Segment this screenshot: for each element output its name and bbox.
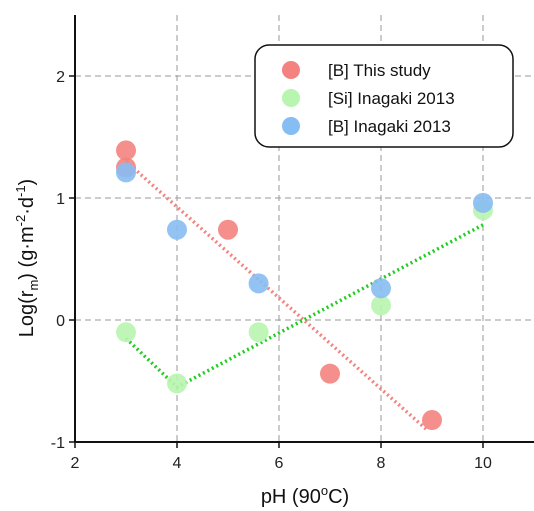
y-tick-label: 0 bbox=[56, 313, 65, 330]
legend-marker-si-inagaki bbox=[282, 89, 300, 107]
data-point-series-1 bbox=[116, 322, 136, 343]
y-tick-label: 2 bbox=[56, 69, 65, 86]
tick-labels: 2 4 6 8 10 -1 0 1 2 bbox=[51, 69, 492, 472]
trendline-series-0 bbox=[124, 160, 429, 432]
y-tick-label: 1 bbox=[56, 191, 65, 208]
data-point-series-0 bbox=[320, 363, 340, 384]
legend-label-b-inagaki: [B] Inagaki 2013 bbox=[328, 117, 451, 136]
x-tick-label: 2 bbox=[71, 455, 80, 472]
data-points bbox=[116, 140, 493, 431]
x-tick-label: 6 bbox=[275, 455, 284, 472]
data-point-series-0 bbox=[422, 410, 442, 431]
data-point-series-1 bbox=[248, 322, 269, 343]
x-tick-label: 8 bbox=[377, 455, 386, 472]
data-point-series-2 bbox=[473, 192, 493, 213]
data-point-series-2 bbox=[167, 219, 187, 240]
x-tick-label: 4 bbox=[173, 455, 182, 472]
y-tick-label: -1 bbox=[51, 435, 65, 452]
x-axis-title: pH (90oC) bbox=[261, 483, 349, 508]
legend-marker-b-inagaki bbox=[282, 117, 300, 135]
data-point-series-0 bbox=[116, 140, 136, 161]
axes bbox=[69, 15, 534, 448]
data-point-series-0 bbox=[218, 219, 238, 240]
data-point-series-1 bbox=[167, 373, 187, 394]
legend-label-b-this-study: [B] This study bbox=[328, 61, 431, 80]
data-point-series-2 bbox=[248, 273, 269, 294]
legend-marker-b-this-study bbox=[282, 61, 300, 79]
y-axis-title: Log(rm) (g·m-2·d-1) bbox=[13, 179, 41, 337]
data-point-series-2 bbox=[116, 162, 136, 183]
x-tick-label: 10 bbox=[474, 455, 492, 472]
legend-label-si-inagaki: [Si] Inagaki 2013 bbox=[328, 89, 455, 108]
data-point-series-2 bbox=[371, 278, 391, 299]
trendline-series-1 bbox=[124, 223, 484, 390]
legend-box bbox=[254, 44, 514, 148]
legend: [B] This study [Si] Inagaki 2013 [B] Ina… bbox=[254, 44, 514, 148]
data-point-series-1 bbox=[371, 295, 391, 316]
